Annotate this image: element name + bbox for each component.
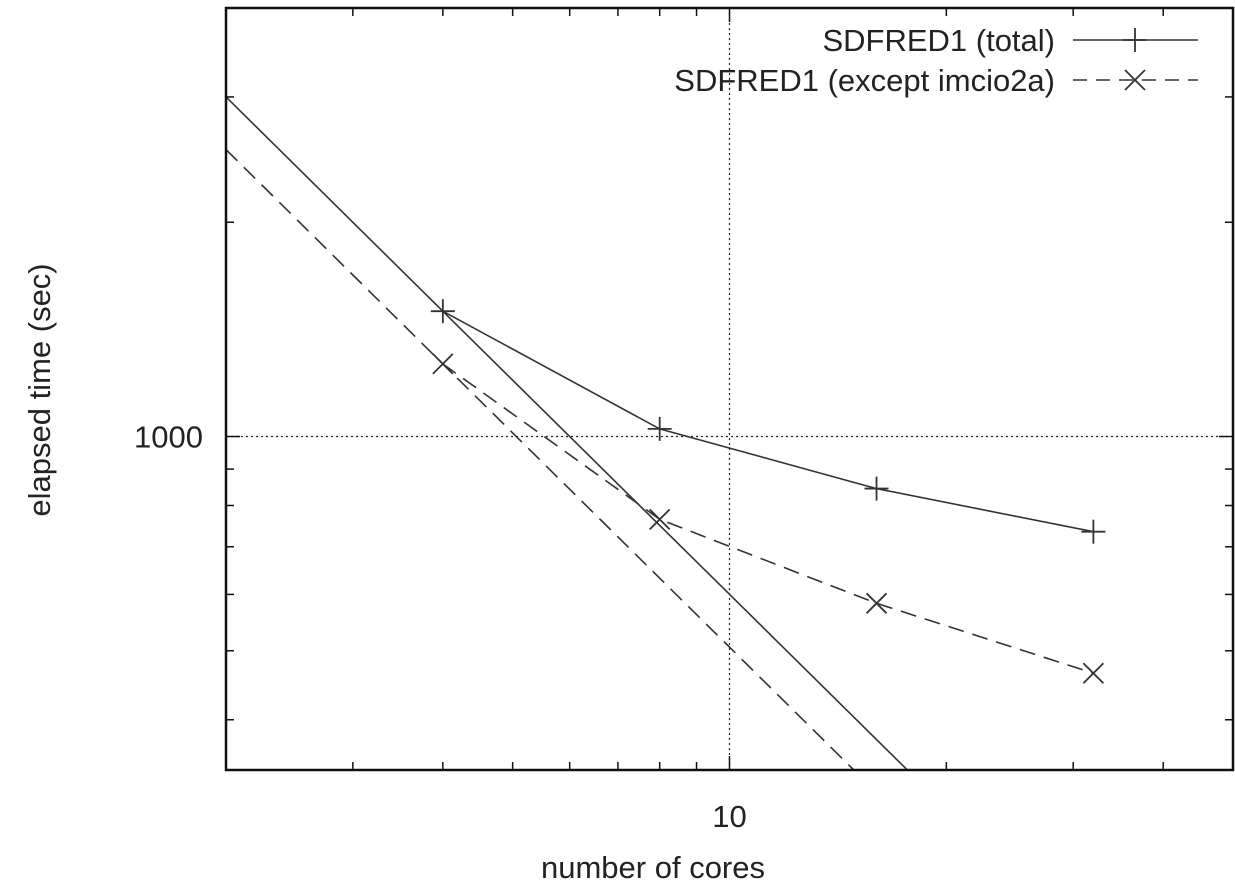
legend-marker-cross <box>1124 69 1146 91</box>
reference-line-1 <box>226 96 909 770</box>
plot-frame <box>224 6 1235 772</box>
series-line-1 <box>442 310 1094 533</box>
data-point-cross <box>1082 662 1105 684</box>
data-point-cross <box>432 353 454 375</box>
data-point-cross <box>649 508 671 530</box>
series-lines <box>442 310 1094 674</box>
data-point-cross <box>865 592 888 614</box>
data-point-plus <box>864 476 889 501</box>
series-line-2 <box>442 363 1094 674</box>
data-point-plus <box>1081 519 1106 544</box>
data-point-plus <box>430 299 455 324</box>
legend-label-1: SDFRED1 (total) <box>822 23 1055 58</box>
grid-layer <box>226 8 1233 770</box>
reference-line-2 <box>226 149 855 770</box>
data-point-plus <box>647 416 672 441</box>
x-tick-label: 10 <box>712 799 746 834</box>
y-axis-label: elapsed time (sec) <box>22 263 57 516</box>
y-tick-label: 1000 <box>134 420 203 455</box>
x-axis-label: number of cores <box>541 850 765 885</box>
tick-labels: 10 1000 <box>134 420 747 834</box>
legend-marker-plus <box>1123 28 1147 52</box>
legend-label-2: SDFRED1 (except imcio2a) <box>674 63 1055 98</box>
series-markers <box>430 299 1106 684</box>
legend: SDFRED1 (total) SDFRED1 (except imcio2a) <box>674 23 1198 98</box>
reference-lines <box>226 96 909 770</box>
